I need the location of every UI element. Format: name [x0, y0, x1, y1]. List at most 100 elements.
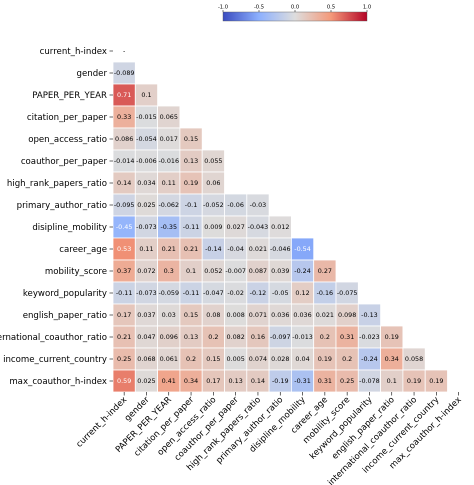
cell-value: 0.17: [206, 377, 220, 385]
cell-value: 0.53: [117, 245, 131, 253]
cell-value: 0.34: [184, 377, 198, 385]
cell-value: 0.3: [164, 267, 174, 275]
cell-value: -0.54: [294, 245, 311, 253]
cell-value: -0.016: [158, 157, 179, 165]
cell-value: 0.061: [160, 355, 178, 363]
cell-value: -0.073: [136, 289, 157, 297]
cell-value: -0.014: [114, 157, 135, 165]
cell-value: 0.19: [385, 333, 399, 341]
cell-value: 0.009: [204, 223, 222, 231]
cell-value: 0.19: [429, 377, 443, 385]
cell-value: -0.095: [114, 201, 135, 209]
cell-value: 0.2: [320, 333, 330, 341]
cell-value: -0.24: [361, 355, 378, 363]
cell-value: -0.006: [136, 157, 157, 165]
cell-value: 0.034: [137, 179, 155, 187]
cell-value: 0.25: [340, 377, 354, 385]
row-label: career_age: [59, 245, 107, 255]
cell-value: -0.013: [292, 333, 313, 341]
cell-value: 0.71: [117, 91, 131, 99]
cell-value: -0.03: [250, 201, 267, 209]
row-label: max_coauthor_h-index: [9, 377, 107, 387]
cell-value: -0.45: [116, 223, 133, 231]
cell-value: -0.062: [158, 201, 179, 209]
cell-value: -0.06: [227, 201, 244, 209]
row-label: high_rank_papers_ratio: [7, 179, 107, 189]
cell-value: -0.11: [183, 223, 200, 231]
cell-value: 0.028: [271, 355, 289, 363]
cell-value: -0.35: [160, 223, 177, 231]
cell-value: 0.21: [117, 333, 131, 341]
colorbar-tick-label: -0.5: [254, 5, 264, 11]
cell-value: 0.068: [137, 355, 155, 363]
cell-value: 0.16: [251, 333, 265, 341]
cell-value: 0.15: [206, 355, 220, 363]
cell-value: 0.036: [271, 311, 289, 319]
cell-value: -0.073: [136, 223, 157, 231]
cell-value: 0.2: [186, 355, 196, 363]
cell-value: 0.008: [227, 311, 245, 319]
colorbar-gradient: [222, 11, 368, 22]
cell-value: 0.14: [251, 377, 265, 385]
cell-value: 0.074: [249, 355, 267, 363]
cell-value: 0.06: [206, 179, 220, 187]
row-label: english_paper_ratio: [23, 311, 107, 321]
row-label: PAPER_PER_YEAR: [32, 91, 107, 101]
cell-value: 0.021: [249, 245, 267, 253]
cell-value: -0.015: [136, 113, 157, 121]
row-label: international_coauthor_ratio: [0, 333, 107, 343]
cell-value: 0.13: [229, 377, 243, 385]
cell-value: 0.047: [137, 333, 155, 341]
cell-value: 0.17: [117, 311, 131, 319]
cell-value: 0.15: [184, 311, 198, 319]
cell-value: 0.31: [340, 333, 354, 341]
cell-value: 0.19: [184, 179, 198, 187]
colorbar-tick-label: 1.0: [363, 5, 371, 11]
diagonal-label: -: [123, 47, 125, 55]
row-label: primary_author_ratio: [17, 201, 107, 211]
cell-value: -0.078: [359, 377, 380, 385]
cell-value: 0.086: [115, 135, 133, 143]
cell-value: 0.036: [293, 311, 311, 319]
colorbar-tick-label: 0.0: [291, 5, 299, 11]
cell-value: 0.08: [206, 311, 220, 319]
cell-value: 0.1: [141, 91, 151, 99]
cell-value: 0.13: [184, 333, 198, 341]
cell-value: 0.11: [162, 179, 176, 187]
cell-value: 0.071: [249, 311, 267, 319]
cell-value: 0.59: [117, 377, 131, 385]
cell-value: -0.31: [294, 377, 311, 385]
cell-value: -0.007: [225, 267, 246, 275]
cell-value: 0.2: [342, 355, 352, 363]
colorbar-tick-label: 0.5: [327, 5, 335, 11]
cell-value: 0.11: [139, 245, 153, 253]
cell-value: 0.087: [249, 267, 267, 275]
cell-value: -0.043: [248, 223, 269, 231]
row-label: citation_per_paper: [27, 113, 108, 123]
cell-value: 0.15: [184, 135, 198, 143]
cell-value: 0.41: [162, 377, 176, 385]
cell-value: 0.04: [295, 355, 309, 363]
row-label: mobility_score: [45, 267, 107, 277]
colorbar-tick-label: -1.0: [218, 5, 228, 11]
cell-value: 0.037: [137, 311, 155, 319]
cell-value: 0.082: [227, 333, 245, 341]
cell-value: 0.025: [137, 377, 155, 385]
cell-value: 0.21: [184, 245, 198, 253]
cell-value: 0.027: [227, 223, 245, 231]
row-label: disipline_mobility: [32, 223, 107, 233]
cell-value: 0.072: [137, 267, 155, 275]
column-labels: current_h-indexgenderPAPER_PER_YEARcitat…: [75, 392, 464, 485]
cell-value: 0.098: [338, 311, 356, 319]
cell-value: 0.1: [387, 377, 397, 385]
cell-value: 0.1: [186, 267, 196, 275]
cell-value: 0.37: [117, 267, 131, 275]
cell-value: 0.19: [407, 377, 421, 385]
cell-value: 0.012: [271, 223, 289, 231]
cell-value: 0.058: [405, 355, 423, 363]
cell-value: 0.21: [162, 245, 176, 253]
cell-value: -0.089: [114, 69, 135, 77]
cell-value: 0.052: [204, 267, 222, 275]
